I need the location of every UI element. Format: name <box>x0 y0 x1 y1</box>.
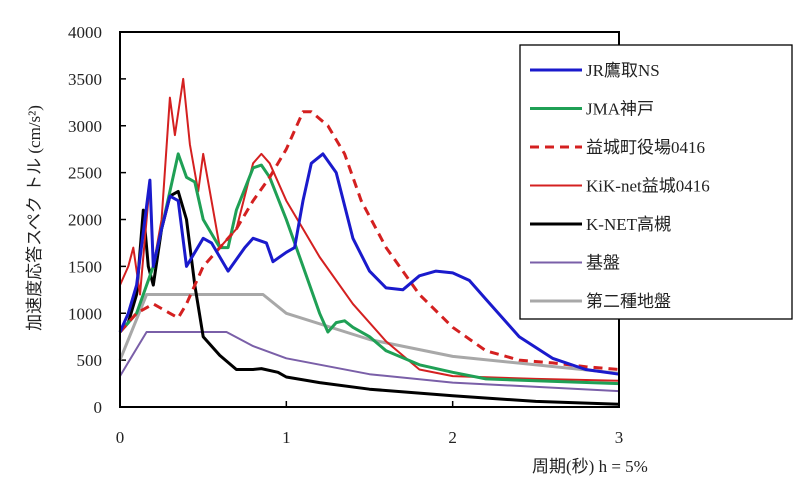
legend-label: 基盤 <box>586 254 620 273</box>
x-tick-label: 0 <box>116 428 125 447</box>
legend-label: 第二種地盤 <box>586 292 671 311</box>
y-ticks: 0 500 1000 1500 2000 2500 3000 3500 4000 <box>68 23 126 417</box>
y-tick-label: 3000 <box>68 117 102 136</box>
y-axis-label: 加速度応答スペク トル (cm/s²) <box>25 105 44 331</box>
legend-label: JMA神戸 <box>586 100 654 119</box>
x-axis-label: 周期(秒) h = 5% <box>532 457 648 476</box>
legend-label: 益城町役場0416 <box>586 138 705 157</box>
series-line-6 <box>118 293 620 375</box>
y-tick-label: 1500 <box>68 257 102 276</box>
y-tick-label: 4000 <box>68 23 102 42</box>
series-line-0 <box>118 152 620 376</box>
legend-label: KiK-net益城0416 <box>586 177 710 196</box>
series-line-2 <box>118 110 620 371</box>
series-line-4 <box>118 189 620 406</box>
legend-label: JR鷹取NS <box>586 60 660 80</box>
series-lines <box>118 77 620 406</box>
x-tick-label: 1 <box>282 428 291 447</box>
y-tick-label: 1000 <box>68 304 102 323</box>
legend-box <box>519 44 793 320</box>
y-tick-label: 3500 <box>68 70 102 89</box>
y-tick-label: 2000 <box>68 211 102 230</box>
x-tick-label: 3 <box>615 428 624 447</box>
y-tick-label: 2500 <box>68 164 102 183</box>
y-tick-label: 0 <box>94 398 103 417</box>
series-line-5 <box>119 331 620 393</box>
x-tick-label: 2 <box>448 428 457 447</box>
legend-label: K-NET高槻 <box>586 215 671 234</box>
series-line-1 <box>118 152 620 386</box>
y-tick-label: 500 <box>77 351 103 370</box>
y-axis-label-group: 加速度応答スペク トル (cm/s²) <box>25 105 44 331</box>
